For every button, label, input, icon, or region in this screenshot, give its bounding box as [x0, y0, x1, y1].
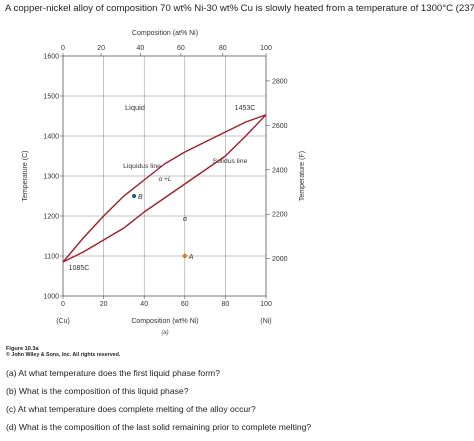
- point-a-marker: [181, 253, 188, 259]
- left-tick-label: 1500: [43, 94, 59, 101]
- right-tick-label: 2400: [272, 167, 288, 174]
- question-a: (a) At what temperature does the first l…: [6, 368, 220, 378]
- bottom-tick-label: 40: [140, 301, 148, 308]
- cu-melting-point-label: 1085C: [69, 265, 90, 272]
- two-phase-region-label: α +L: [159, 176, 172, 183]
- right-tick-label: 2200: [272, 212, 288, 219]
- top-tick-label: 0: [61, 45, 65, 52]
- top-axis-label: Composition (at% Ni): [132, 30, 198, 37]
- point-b-marker: [132, 194, 137, 198]
- question-b: (b) What is the composition of this liqu…: [6, 386, 189, 396]
- question-c: (c) At what temperature does complete me…: [6, 404, 256, 414]
- alpha-region-label: α: [183, 216, 188, 223]
- solidus-line-curve: [62, 114, 267, 263]
- left-tick-label: 1100: [44, 254, 59, 261]
- bottom-tick-label: 80: [222, 301, 230, 308]
- problem-statement: A copper-nickel alloy of composition 70 …: [5, 3, 474, 14]
- right-tick-label: 2800: [272, 78, 288, 85]
- bottom-axis-label: Composition (wt% Ni): [131, 318, 198, 325]
- liquidus-line-label: Liquidus line: [123, 163, 161, 170]
- bottom-tick-label: 100: [260, 301, 272, 308]
- phase-boundaries: [62, 114, 267, 263]
- point-b-label: B: [138, 194, 143, 201]
- left-tick-label: 1400: [43, 134, 59, 141]
- liquid-region-label: Liquid: [125, 103, 145, 112]
- top-tick-label: 100: [260, 45, 272, 52]
- top-tick-label: 40: [136, 45, 144, 52]
- phase-diagram: 0 20 40 60 80 1000 20 40 60 80 1001600150014001300…: [22, 30, 306, 336]
- bottom-tick-label: 60: [181, 301, 189, 308]
- axis-ticks: 0 20 40 60 80 1000 20 40 60 80 1001600150014001300…: [43, 45, 287, 308]
- ni-melting-point-label: 1453C: [235, 105, 256, 112]
- copyright-notice: © John Wiley & Sons, Inc. All rights res…: [6, 352, 121, 358]
- ni-end-label: (Ni): [260, 318, 271, 325]
- right-tick-label: 2000: [272, 256, 288, 263]
- left-axis-label: Temperature (C): [22, 151, 29, 202]
- bottom-tick-label: 0: [61, 301, 65, 308]
- bottom-tick-label: 20: [100, 301, 108, 308]
- cu-end-label: (Cu): [56, 318, 70, 325]
- left-tick-label: 1200: [43, 214, 59, 221]
- top-tick-label: 20: [97, 45, 105, 52]
- panel-label: (a): [161, 330, 168, 336]
- left-tick-label: 1300: [43, 174, 59, 181]
- right-axis-label: Temperature (F): [299, 151, 306, 201]
- right-tick-label: 2600: [272, 123, 288, 130]
- point-a-label: A: [188, 254, 194, 261]
- question-d: (d) What is the composition of the last …: [6, 422, 312, 432]
- left-tick-label: 1600: [43, 54, 59, 61]
- liquidus-line-curve: [62, 114, 267, 263]
- figure-caption: Figure 10.3a: [6, 346, 39, 352]
- top-tick-label: 80: [219, 45, 227, 52]
- solidus-line-label: Solidus line: [213, 158, 248, 165]
- state-points: BA: [132, 194, 194, 261]
- left-tick-label: 1000: [43, 294, 59, 301]
- top-tick-label: 60: [177, 45, 185, 52]
